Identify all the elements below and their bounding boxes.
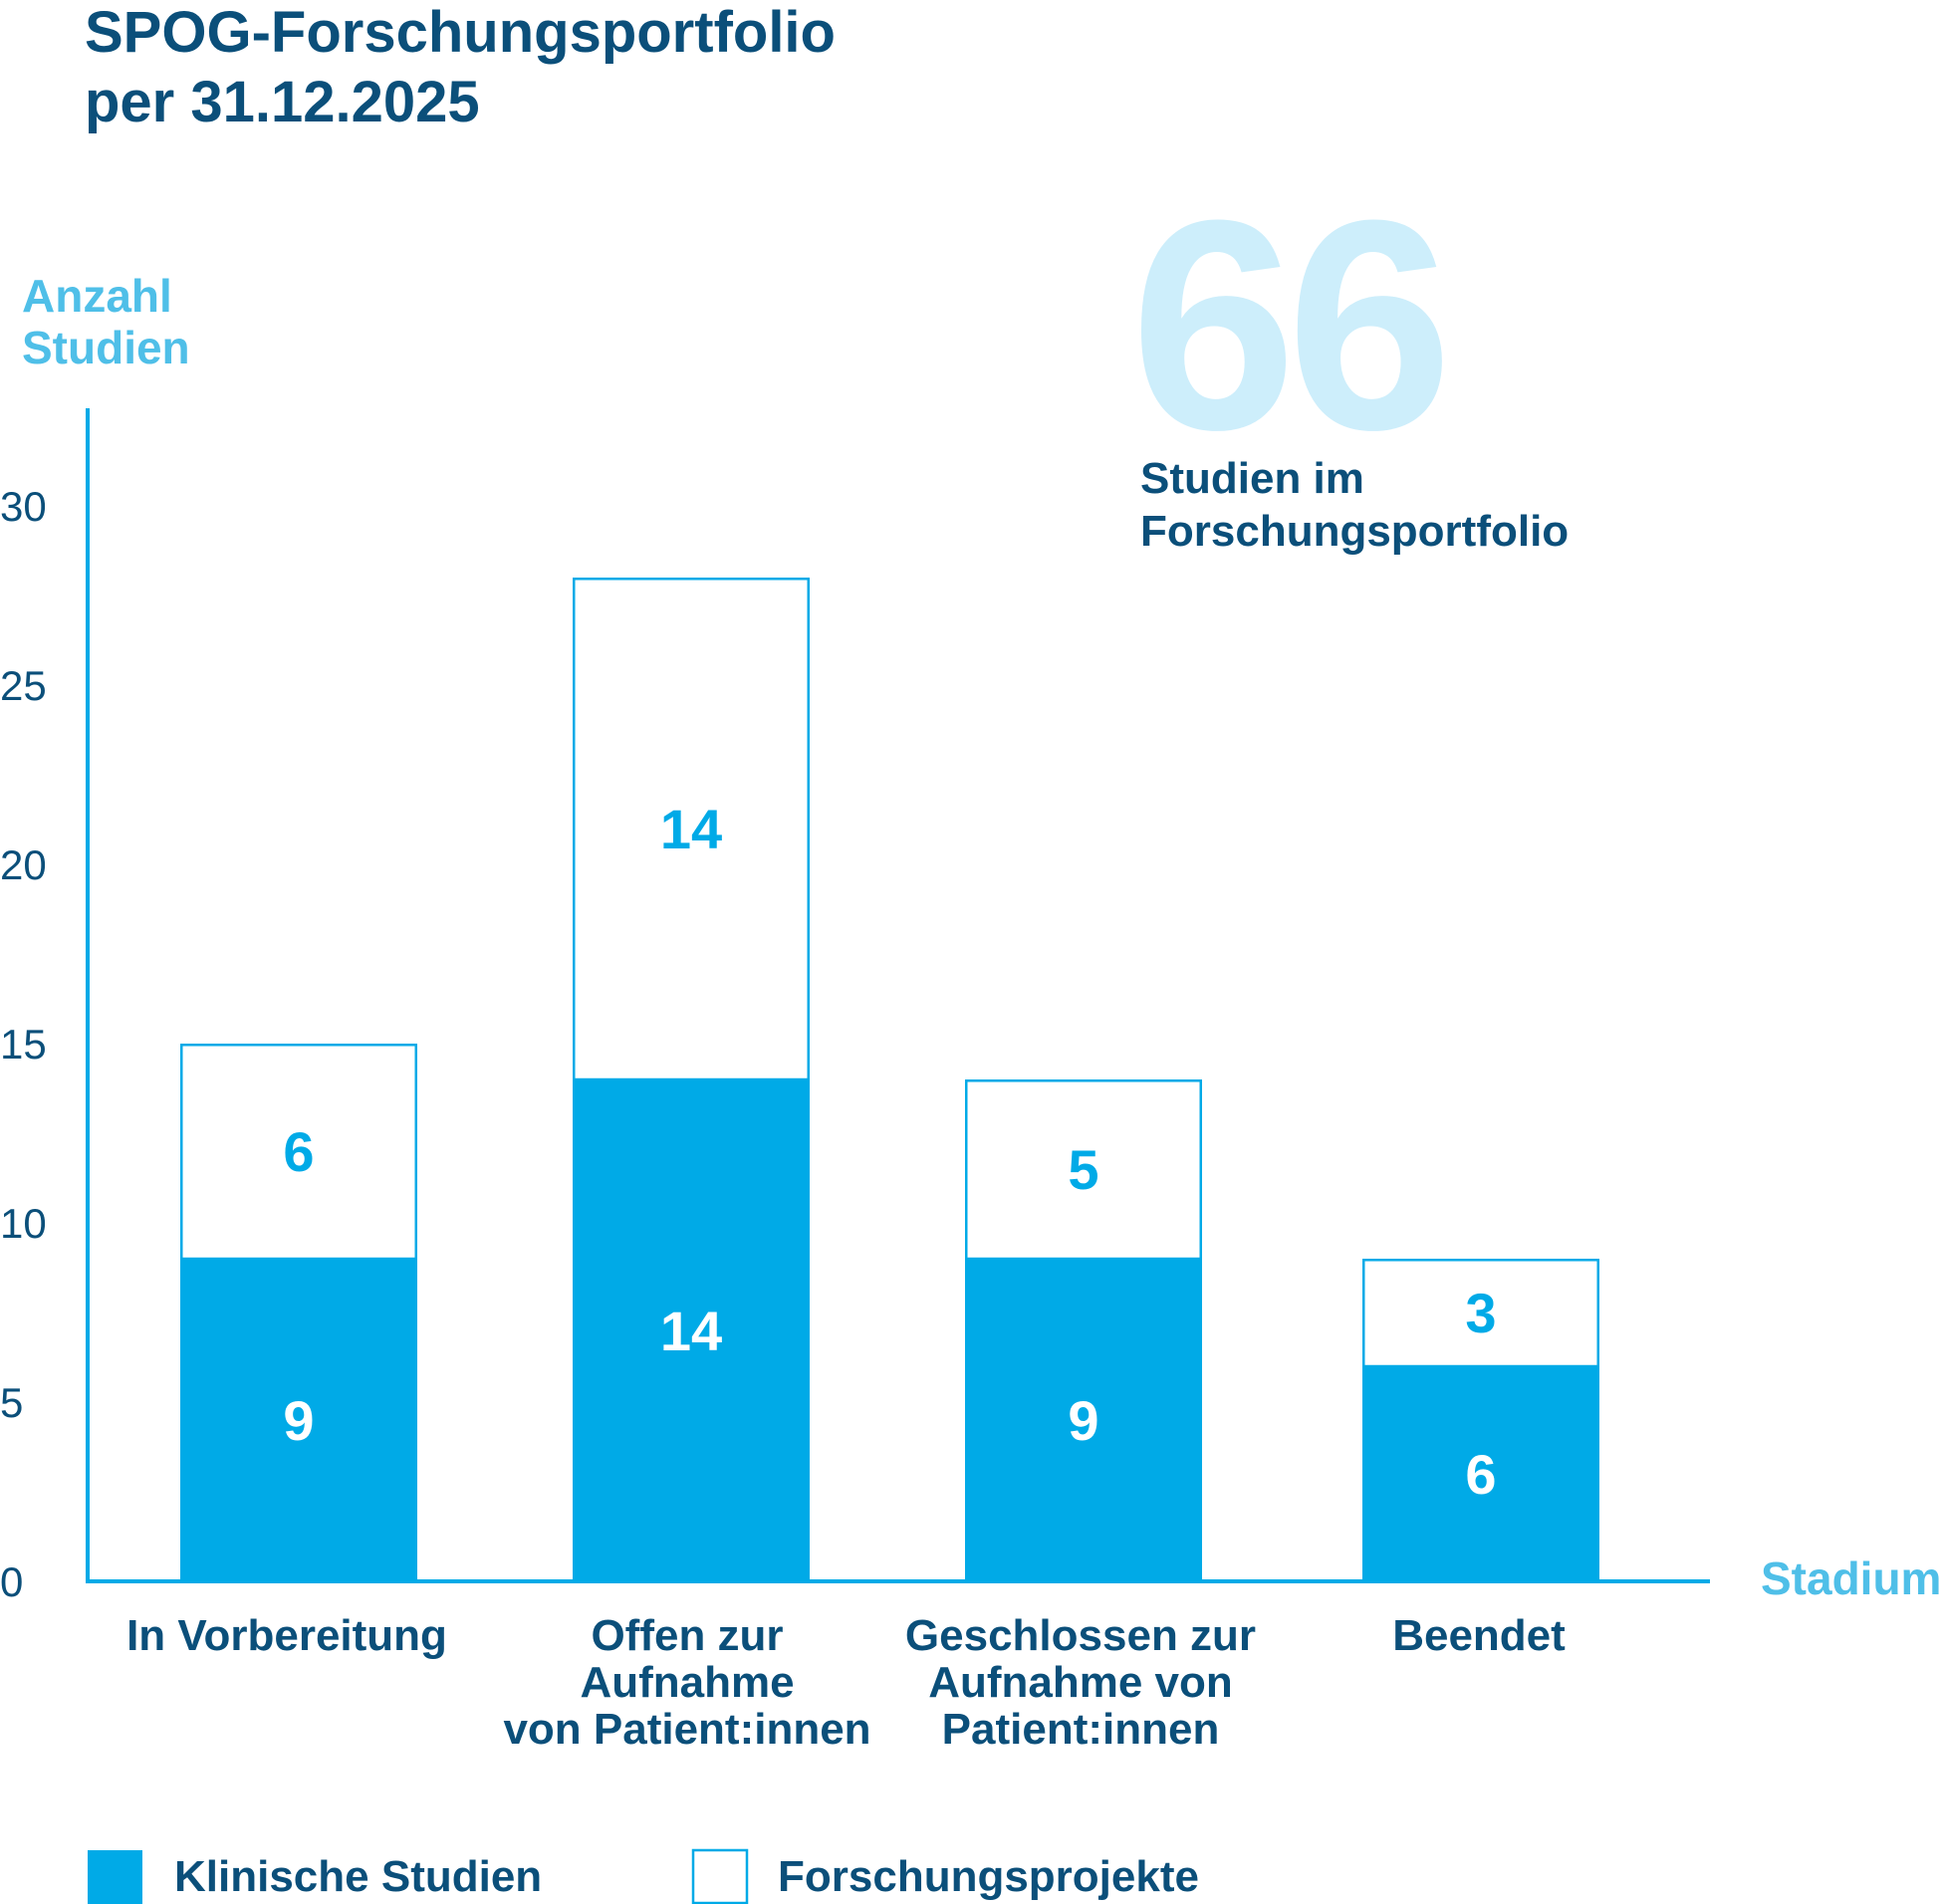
chart-title-line-1: SPOG-Forschungsportfolio [85, 0, 836, 65]
value-label-klinische-studien: 9 [1068, 1389, 1098, 1452]
bar-forschungsprojekte [573, 578, 810, 1081]
y-tick-label: 5 [0, 1379, 23, 1426]
bar-forschungsprojekte [180, 1044, 417, 1261]
x-axis-label: Stadium [1761, 1552, 1941, 1604]
category-label-line: In Vorbereitung [126, 1611, 447, 1660]
total-studies-label-line-2: Forschungsportfolio [1140, 507, 1569, 556]
category-labels: In Vorbereitung Offen zur Aufnahme von Pati… [126, 1611, 1566, 1754]
value-label-klinische-studien: 9 [283, 1389, 314, 1452]
value-label-forschungsprojekte: 14 [660, 798, 722, 860]
category-label-line: Beendet [1392, 1611, 1566, 1660]
chart-title: SPOG-Forschungsportfolio per 31.12.2025 [85, 0, 840, 134]
legend-swatch-klinische-studien [88, 1850, 142, 1904]
y-tick-label: 0 [0, 1558, 23, 1605]
bar-forschungsprojekte [965, 1079, 1202, 1261]
legend: Klinische Studien Forschungsprojekte [88, 1848, 1199, 1904]
category-label-line: von Patient:innen [503, 1705, 870, 1754]
legend-label-forschungsprojekte: Forschungsprojekte [778, 1852, 1199, 1901]
value-label-forschungsprojekte: 5 [1068, 1138, 1098, 1201]
bar-forschungsprojekte [1362, 1259, 1599, 1368]
value-label-forschungsprojekte: 6 [283, 1120, 314, 1183]
total-studies-number: 66 [1130, 157, 1445, 492]
legend-swatch-forschungsprojekte [691, 1848, 749, 1904]
total-studies-label-line-1: Studien im [1140, 454, 1364, 503]
bar-klinische-studien [965, 1259, 1202, 1581]
y-tick-label: 30 [0, 483, 47, 530]
y-tick-label: 10 [0, 1200, 47, 1247]
category-label: Beendet [1392, 1611, 1566, 1660]
category-label-line: Offen zur [591, 1611, 783, 1660]
legend-label-klinische-studien: Klinische Studien [174, 1852, 542, 1901]
y-tick-label: 15 [0, 1021, 47, 1068]
bar-klinische-studien [1362, 1366, 1599, 1581]
y-axis-label-line-2: Studien [22, 322, 190, 373]
category-label-line: Geschlossen zur [905, 1611, 1256, 1660]
y-axis-label-line-1: Anzahl [22, 270, 172, 322]
category-label-line: Aufnahme [580, 1658, 794, 1707]
y-tick-label: 20 [0, 841, 47, 888]
bar-klinische-studien [573, 1079, 810, 1581]
category-label-line: Aufnahme von [928, 1658, 1233, 1707]
category-label-line: Patient:innen [942, 1705, 1220, 1754]
y-tick-label: 25 [0, 662, 47, 709]
value-label-forschungsprojekte: 3 [1465, 1282, 1496, 1344]
y-ticks: 0 5 10 15 20 25 30 [0, 483, 47, 1605]
category-label: Offen zur Aufnahme von Patient:innen [503, 1611, 870, 1754]
bar-klinische-studien [180, 1259, 417, 1581]
category-label: Geschlossen zur Aufnahme von Patient:innen [905, 1611, 1256, 1754]
bars [180, 578, 1599, 1581]
value-labels: 9 6 14 14 9 5 6 3 [283, 798, 1496, 1506]
chart-title-line-2: per 31.12.2025 [85, 70, 480, 134]
value-label-klinische-studien: 6 [1465, 1443, 1496, 1506]
value-label-klinische-studien: 14 [660, 1300, 722, 1362]
category-label: In Vorbereitung [126, 1611, 447, 1660]
